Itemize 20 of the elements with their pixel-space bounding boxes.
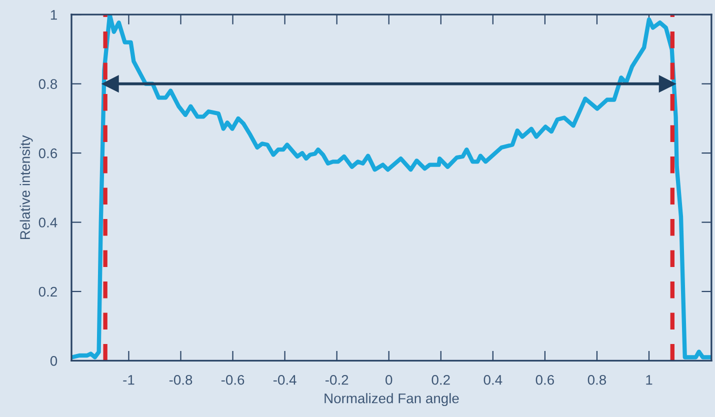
y-axis-title: Relative intensity (20, 135, 33, 239)
x-tick-label: 1 (646, 375, 652, 385)
y-tick-label: 0.8 (38, 79, 58, 89)
y-tick-label: 0.4 (38, 218, 58, 228)
x-tick-label: -0.6 (221, 374, 244, 385)
y-tick-label: 0 (50, 356, 58, 366)
y-tick-label: 0.2 (38, 286, 57, 297)
x-tick-label: 0 (386, 374, 392, 385)
x-tick-label: -0.4 (273, 374, 296, 385)
y-tick-label: 1 (50, 10, 57, 20)
line-series (72, 14, 712, 360)
y-tick-label: 0.6 (38, 148, 57, 158)
x-tick-label: -1 (123, 375, 134, 385)
x-tick-label: 0.6 (536, 374, 554, 385)
x-tick-label: 0.2 (432, 374, 450, 385)
x-tick-label: -0.8 (169, 374, 192, 385)
x-tick-label: 0.8 (588, 374, 606, 385)
x-axis-title: Normalized Fan angle (324, 393, 459, 406)
x-tick-label: 0.4 (484, 374, 502, 385)
x-tick-label: -0.2 (325, 374, 348, 385)
